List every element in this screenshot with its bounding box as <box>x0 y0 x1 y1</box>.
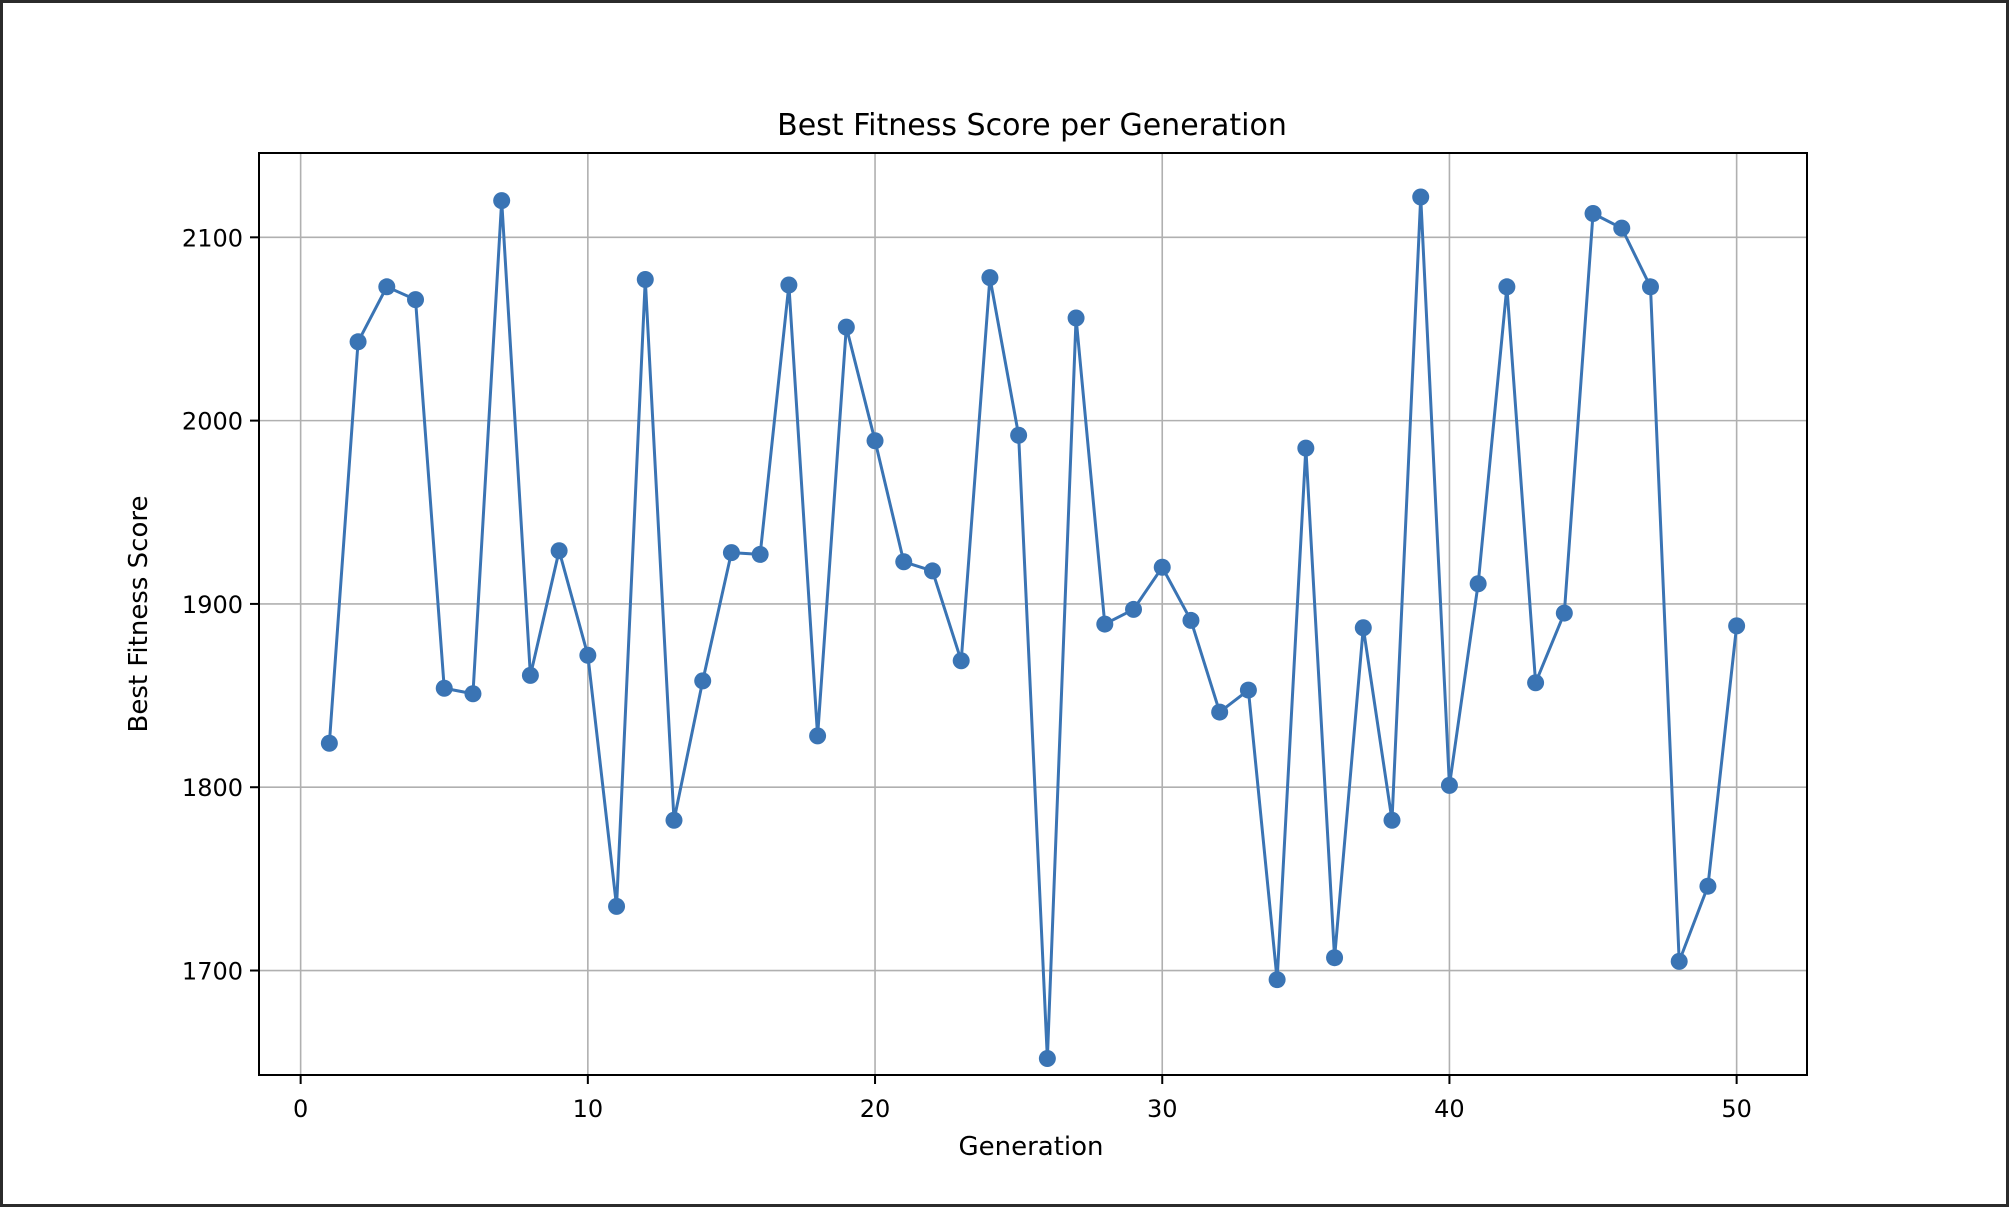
data-point <box>866 432 884 450</box>
data-point <box>694 672 712 690</box>
data-point <box>751 545 769 563</box>
x-tick-label: 20 <box>860 1095 891 1123</box>
x-tick-label: 50 <box>1721 1095 1752 1123</box>
data-point <box>1153 558 1171 576</box>
data-point <box>1641 278 1659 296</box>
data-point <box>1326 949 1344 967</box>
grid <box>259 153 1807 1075</box>
data-point <box>1268 971 1286 989</box>
data-point <box>809 727 827 745</box>
data-point <box>493 192 511 210</box>
data-point <box>923 562 941 580</box>
plot-area <box>258 152 1808 1076</box>
data-point <box>550 542 568 560</box>
data-point <box>722 544 740 562</box>
data-point <box>1182 611 1200 629</box>
data-point <box>1555 604 1573 622</box>
y-tick-label: 2100 <box>182 224 243 252</box>
data-point <box>1297 439 1315 457</box>
data-point <box>1527 674 1545 692</box>
data-point <box>1699 877 1717 895</box>
data-point <box>521 666 539 684</box>
chart-title: Best Fitness Score per Generation <box>777 108 1287 143</box>
data-point <box>981 269 999 287</box>
data-point <box>1211 703 1229 721</box>
series-line <box>327 195 1739 1060</box>
data-point <box>407 291 425 309</box>
data-point <box>780 276 798 294</box>
data-point <box>1613 219 1631 237</box>
data-point <box>320 734 338 752</box>
data-point <box>1067 309 1085 327</box>
x-tick-label: 0 <box>293 1095 308 1123</box>
data-point <box>608 897 626 915</box>
data-point <box>435 679 453 697</box>
data-point <box>837 318 855 336</box>
data-point <box>1038 1050 1056 1067</box>
data-point <box>1096 615 1114 633</box>
data-point <box>1010 426 1028 444</box>
data-point <box>1383 811 1401 829</box>
data-point <box>1498 278 1516 296</box>
axis-ticks: 0 10 20 30 40 50 1700 1800 1900 2000 2100 <box>182 224 1752 1123</box>
data-point <box>1239 681 1257 699</box>
data-point <box>665 811 683 829</box>
line-chart: Best Fitness Score per Generation 0 10 20 3… <box>124 108 1808 1162</box>
x-axis-label: Generation <box>958 1132 1103 1162</box>
data-point <box>952 652 970 670</box>
x-tick-label: 10 <box>573 1095 604 1123</box>
y-axis-label: Best Fitness Score <box>124 496 154 733</box>
data-point <box>1670 952 1688 970</box>
x-tick-label: 40 <box>1434 1095 1465 1123</box>
data-point <box>579 646 597 664</box>
data-point <box>636 270 654 288</box>
data-point <box>1728 617 1746 635</box>
x-tick-label: 30 <box>1147 1095 1178 1123</box>
data-point <box>378 278 396 296</box>
data-point <box>1469 575 1487 593</box>
data-point <box>895 553 913 571</box>
y-tick-label: 2000 <box>182 408 243 436</box>
data-point <box>349 333 367 351</box>
data-point <box>1584 204 1602 222</box>
data-point <box>464 685 482 703</box>
data-point <box>1354 619 1372 637</box>
data-point <box>1412 188 1430 206</box>
y-tick-label: 1900 <box>182 591 243 619</box>
series-group <box>320 188 1746 1067</box>
data-point <box>1125 600 1143 618</box>
y-tick-label: 1800 <box>182 774 243 802</box>
data-point <box>1440 776 1458 794</box>
y-tick-label: 1700 <box>182 958 243 986</box>
